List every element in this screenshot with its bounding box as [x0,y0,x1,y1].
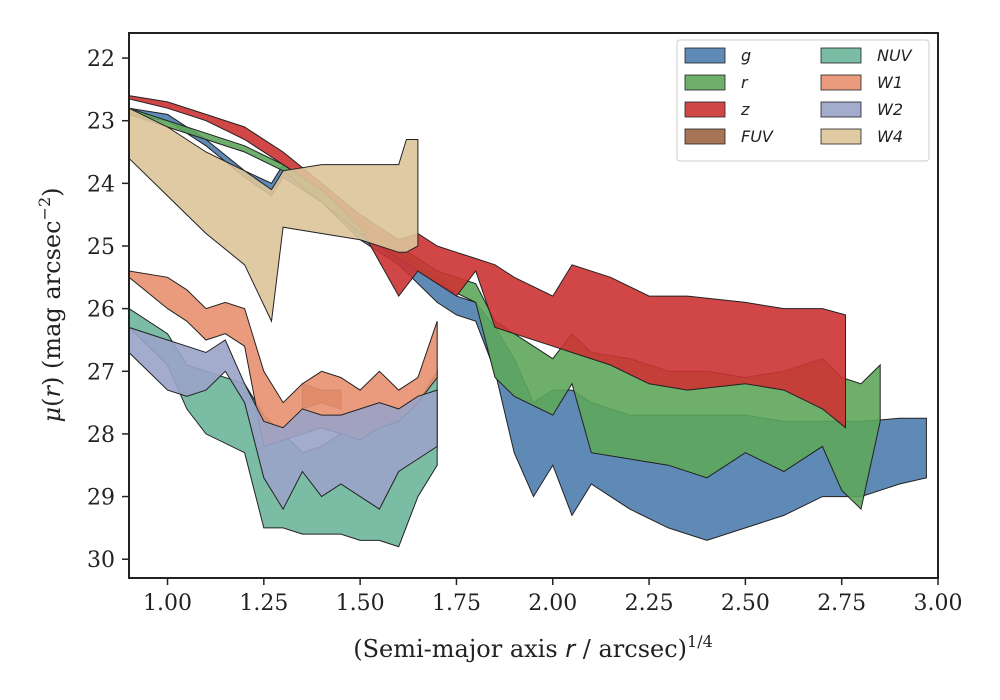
y-tick-label: 23 [87,110,115,135]
y-tick-label: 30 [87,548,115,573]
x-tick-label: 1.50 [336,591,385,616]
legend-label-z: z [740,100,750,119]
x-axis: 1.00 1.25 1.50 1.75 2.00 2.25 2.50 2.75 3.00 [143,578,962,616]
legend-swatch-r [684,74,726,91]
x-tick-label: 1.25 [239,591,288,616]
x-axis-label-sup: 1/4 [687,632,713,651]
y-axis-label: μ(r) (mag arcsec−2) [35,187,66,422]
legend: grz FUV NUV W1 W2 W4 [676,39,930,162]
x-tick-label: 1.75 [432,591,481,616]
y-tick-label: 24 [87,172,115,197]
plot-frame [128,32,939,579]
legend-label-g: g [741,46,751,65]
legend-label-r: r [741,73,749,92]
x-tick-label: 2.50 [721,591,770,616]
x-axis-label-prefix: (Semi-major axis [353,635,565,663]
y-axis-label-sup: −2 [35,197,54,221]
band-w4 [128,107,419,323]
legend-swatch-w4 [820,128,862,145]
x-tick-label: 1.00 [143,591,192,616]
y-axis-label-end: ) [38,187,66,196]
x-axis-label-var: r [565,635,577,663]
x-tick-label: 2.25 [625,591,674,616]
legend-label-w1: W1 [877,73,903,92]
legend-swatch-g [684,47,726,64]
legend-label-fuv: FUV [741,127,774,146]
y-tick-label: 25 [87,235,115,260]
y-tick-label: 27 [87,360,115,385]
band-w2 [128,326,438,511]
y-tick-label: 26 [87,298,115,323]
y-axis-label-close: ) (mag arcsec [38,220,66,386]
x-tick-label: 2.75 [817,591,866,616]
x-axis-label-middle: / arcsec) [575,635,687,663]
y-tick-label: 22 [87,47,115,72]
x-tick-label: 3.00 [914,591,963,616]
legend-label-nuv: NUV [877,46,913,65]
band-w1 [128,270,438,448]
legend-swatch-z [684,101,726,118]
y-axis-label-var: r [38,385,66,398]
plot-areas [128,95,927,548]
y-tick-label: 29 [87,486,115,511]
y-axis-label-open: ( [38,398,66,407]
legend-swatch-w1 [820,74,862,91]
legend-label-w4: W4 [877,127,903,146]
legend-box [676,39,930,162]
y-tick-label: 28 [87,423,115,448]
legend-swatch-fuv [684,128,726,145]
y-axis: 22 23 24 25 26 27 28 29 30 [87,47,129,573]
legend-swatch-nuv [820,47,862,64]
x-tick-label: 2.00 [528,591,577,616]
y-axis-label-mu: μ [38,407,66,423]
legend-label-w2: W2 [877,100,903,119]
legend-swatch-w2 [820,101,862,118]
x-axis-label: (Semi-major axis r / arcsec)1/4 [353,632,713,663]
